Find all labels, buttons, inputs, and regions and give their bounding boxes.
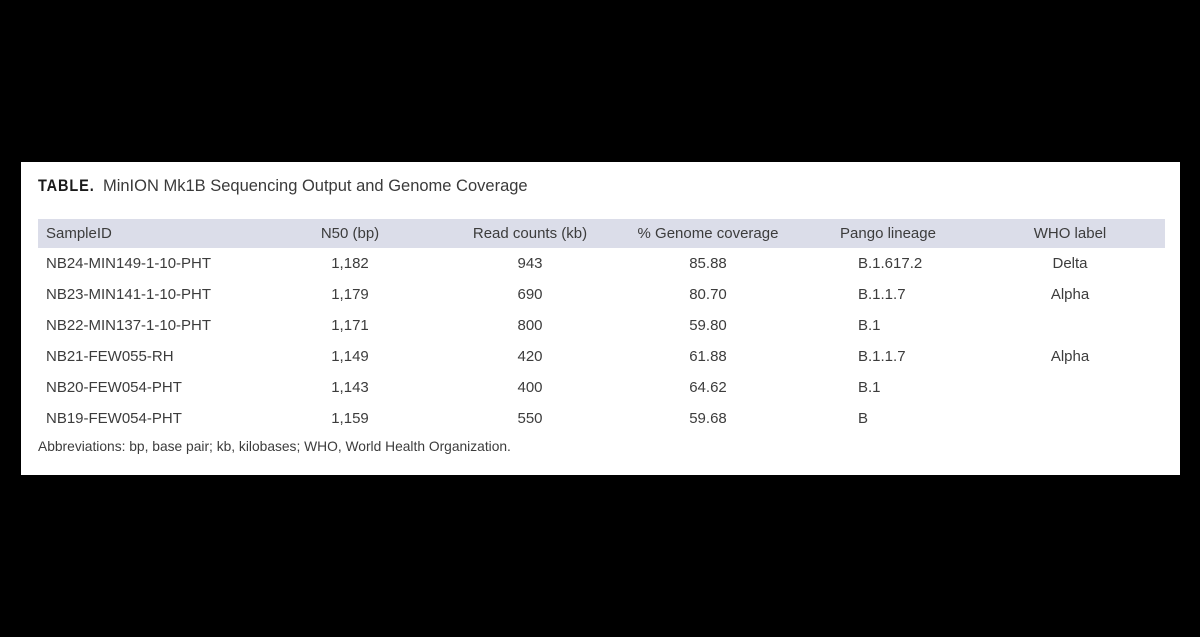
cell-pango-lineage: B.1 [858, 317, 881, 334]
cell-pango-lineage: B.1 [858, 379, 881, 396]
column-header-read-counts: Read counts (kb) [445, 219, 615, 248]
cell-sample-id: NB20-FEW054-PHT [46, 379, 182, 396]
cell-who-label [975, 372, 1165, 403]
cell-read-counts: 690 [517, 286, 543, 303]
cell-genome-coverage: 59.68 [689, 410, 727, 427]
header-row: SampleID N50 (bp) Read counts (kb) % Gen… [38, 219, 1165, 248]
table-row: NB21-FEW055-RH 1,149 420 61.88 B.1.1.7 A… [38, 341, 1165, 372]
cell-who-label: Alpha [1050, 348, 1090, 365]
cell-pango-lineage: B [858, 410, 869, 427]
table-card: TABLE. MinION Mk1B Sequencing Output and… [21, 162, 1180, 475]
cell-read-counts: 800 [517, 317, 543, 334]
table-row: NB23-MIN141-1-10-PHT 1,179 690 80.70 B.1… [38, 279, 1165, 310]
cell-pango-lineage: B.1.617.2 [858, 255, 923, 272]
cell-read-counts: 400 [517, 379, 543, 396]
table-title: TABLE. MinION Mk1B Sequencing Output and… [38, 175, 528, 197]
table-row: NB20-FEW054-PHT 1,143 400 64.62 B.1 [38, 372, 1165, 403]
cell-genome-coverage: 61.88 [689, 348, 727, 365]
column-header-genome-coverage: % Genome coverage [615, 219, 801, 248]
cell-read-counts: 943 [517, 255, 543, 272]
cell-genome-coverage: 64.62 [689, 379, 727, 396]
cell-n50: 1,143 [331, 379, 369, 396]
cell-sample-id: NB22-MIN137-1-10-PHT [46, 317, 212, 334]
table-title-label: TABLE. [38, 177, 95, 195]
cell-who-label: Delta [1052, 255, 1088, 272]
sequencing-output-table: SampleID N50 (bp) Read counts (kb) % Gen… [38, 219, 1165, 434]
cell-who-label: Alpha [1050, 286, 1090, 303]
cell-who-label [975, 403, 1165, 434]
cell-n50: 1,179 [331, 286, 369, 303]
cell-n50: 1,171 [331, 317, 369, 334]
cell-genome-coverage: 80.70 [689, 286, 727, 303]
cell-n50: 1,182 [331, 255, 369, 272]
table-row: NB24-MIN149-1-10-PHT 1,182 943 85.88 B.1… [38, 248, 1165, 279]
cell-pango-lineage: B.1.1.7 [858, 286, 906, 303]
table-row: NB22-MIN137-1-10-PHT 1,171 800 59.80 B.1 [38, 310, 1165, 341]
abbreviations-footnote: Abbreviations: bp, base pair; kb, kiloba… [38, 439, 511, 454]
cell-read-counts: 420 [517, 348, 543, 365]
cell-n50: 1,159 [331, 410, 369, 427]
column-header-n50: N50 (bp) [255, 219, 445, 248]
cell-genome-coverage: 85.88 [689, 255, 727, 272]
cell-sample-id: NB19-FEW054-PHT [46, 410, 182, 427]
column-header-who-label: WHO label [975, 219, 1165, 248]
cell-pango-lineage: B.1.1.7 [858, 348, 906, 365]
table-row: NB19-FEW054-PHT 1,159 550 59.68 B [38, 403, 1165, 434]
column-header-pango-lineage: Pango lineage [801, 219, 975, 248]
cell-sample-id: NB21-FEW055-RH [46, 348, 174, 365]
cell-read-counts: 550 [517, 410, 543, 427]
column-header-sample-id: SampleID [38, 219, 255, 248]
cell-sample-id: NB24-MIN149-1-10-PHT [46, 255, 212, 272]
cell-n50: 1,149 [331, 348, 369, 365]
cell-sample-id: NB23-MIN141-1-10-PHT [46, 286, 212, 303]
table-title-text: MinION Mk1B Sequencing Output and Genome… [102, 177, 528, 195]
cell-who-label [975, 310, 1165, 341]
cell-genome-coverage: 59.80 [689, 317, 727, 334]
